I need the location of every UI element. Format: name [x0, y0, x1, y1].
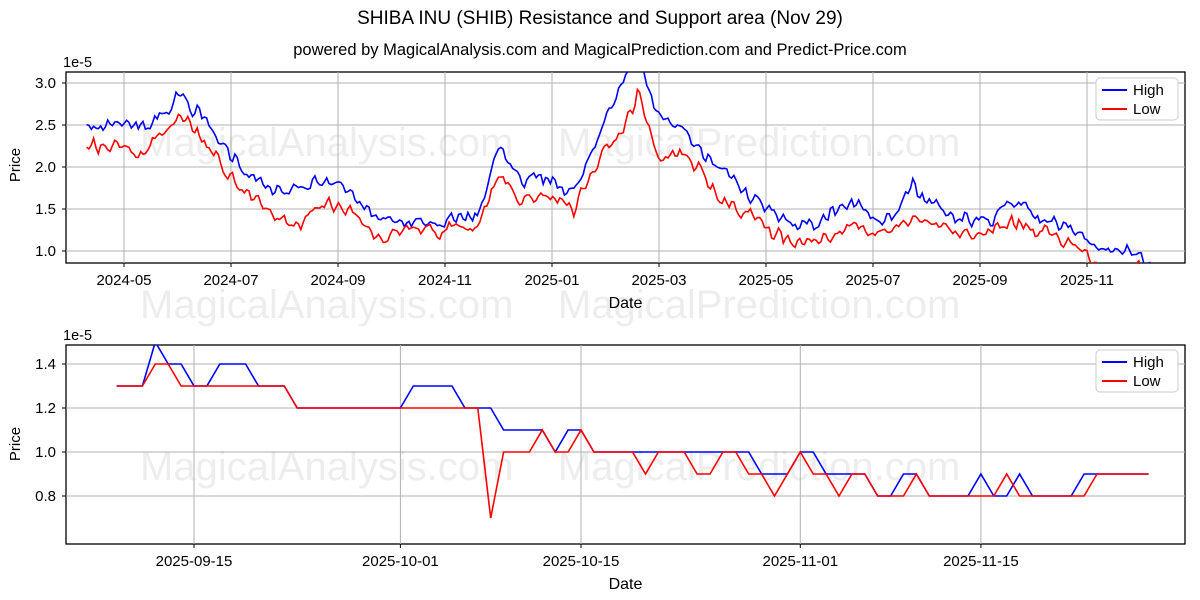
svg-text:2025-05: 2025-05: [738, 272, 793, 289]
svg-text:2025-09: 2025-09: [952, 272, 1007, 289]
svg-text:2024-05: 2024-05: [96, 272, 151, 289]
svg-text:1.2: 1.2: [35, 400, 56, 417]
svg-text:2025-01: 2025-01: [524, 272, 579, 289]
svg-text:2025-03: 2025-03: [631, 272, 686, 289]
svg-text:Date: Date: [609, 576, 643, 593]
svg-text:High: High: [1133, 82, 1164, 99]
svg-text:1.4: 1.4: [35, 356, 56, 373]
svg-text:2.5: 2.5: [35, 117, 56, 134]
svg-text:3.0: 3.0: [35, 75, 56, 92]
svg-text:1.0: 1.0: [35, 444, 56, 461]
svg-text:2.0: 2.0: [35, 159, 56, 176]
svg-text:2024-11: 2024-11: [418, 272, 472, 289]
svg-text:Low: Low: [1133, 101, 1161, 118]
svg-text:2025-10-15: 2025-10-15: [543, 553, 620, 570]
svg-text:Price: Price: [7, 427, 24, 461]
svg-text:2025-07: 2025-07: [845, 272, 900, 289]
svg-text:2024-07: 2024-07: [203, 272, 258, 289]
svg-text:Low: Low: [1133, 373, 1161, 390]
svg-text:Price: Price: [7, 148, 24, 182]
svg-text:1.5: 1.5: [35, 201, 56, 218]
svg-text:1e-5: 1e-5: [63, 55, 92, 71]
svg-text:2025-11: 2025-11: [1060, 272, 1114, 289]
svg-text:2025-09-15: 2025-09-15: [156, 553, 233, 570]
svg-text:Date: Date: [609, 295, 643, 312]
svg-text:High: High: [1133, 354, 1164, 371]
svg-text:2025-11-01: 2025-11-01: [762, 553, 838, 570]
svg-text:0.8: 0.8: [35, 488, 56, 505]
svg-text:2025-10-01: 2025-10-01: [362, 553, 439, 570]
svg-text:1.0: 1.0: [35, 243, 56, 260]
svg-text:1e-5: 1e-5: [63, 328, 92, 344]
svg-text:2024-09: 2024-09: [310, 272, 365, 289]
svg-text:2025-11-15: 2025-11-15: [943, 553, 1019, 570]
